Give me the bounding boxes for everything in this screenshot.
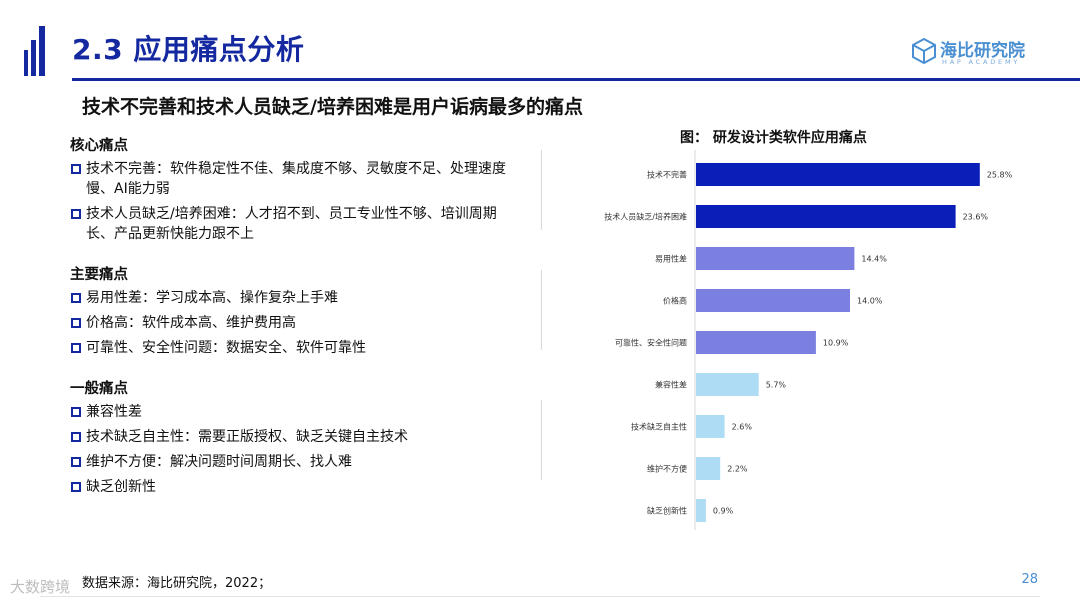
bar <box>696 247 855 270</box>
checkbox-bullet-icon <box>71 482 81 492</box>
title-decoration <box>24 26 54 76</box>
list-item-text: 价格高：软件成本高、维护费用高 <box>86 315 296 331</box>
logo-subtext: HAP ACADEMY <box>942 58 1021 66</box>
data-label: 2.6% <box>732 423 753 432</box>
checkbox-bullet-icon <box>71 164 81 174</box>
checkbox-bullet-icon <box>71 432 81 442</box>
group-heading: 核心痛点 <box>70 138 128 154</box>
data-label: 10.9% <box>823 339 849 348</box>
bar <box>696 331 816 354</box>
section-dividers <box>541 150 543 490</box>
list-item: 兼容性差 <box>70 402 530 422</box>
checkbox-bullet-icon <box>71 318 81 328</box>
list-item: 技术缺乏自主性：需要正版授权、缺乏关键自主技术 <box>70 427 530 447</box>
list-item-text: 技术不完善：软件稳定性不佳、集成度不够、灵敏度不足、处理速度慢、AI能力弱 <box>86 161 506 197</box>
checkbox-bullet-icon <box>71 293 81 303</box>
checkbox-bullet-icon <box>71 407 81 417</box>
bar <box>696 205 956 228</box>
divider <box>541 270 542 350</box>
list-item-text: 易用性差：学习成本高、操作复杂上手难 <box>86 290 338 306</box>
category-label: 技术不完善 <box>647 170 687 180</box>
data-label: 14.0% <box>857 297 883 306</box>
list-item: 易用性差：学习成本高、操作复杂上手难 <box>70 288 530 308</box>
checkbox-bullet-icon <box>71 343 81 353</box>
core-pain-points: 核心痛点 技术不完善：软件稳定性不佳、集成度不够、灵敏度不足、处理速度慢、AI能… <box>70 134 530 244</box>
list-item-text: 缺乏创新性 <box>86 479 156 495</box>
list-item-text: 维护不方便：解决问题时间周期长、找人难 <box>86 454 352 470</box>
divider <box>541 400 542 480</box>
bar <box>696 415 725 438</box>
logo-text: 海比研究院 <box>940 41 1025 61</box>
data-label: 0.9% <box>713 507 734 516</box>
category-label: 缺乏创新性 <box>647 506 687 516</box>
category-label: 兼容性差 <box>655 380 687 390</box>
data-label: 14.4% <box>861 255 887 264</box>
bar <box>696 163 980 186</box>
data-label: 2.2% <box>727 465 748 474</box>
checkbox-bullet-icon <box>71 209 81 219</box>
watermark: 大数跨境 <box>10 578 71 596</box>
bar <box>696 373 759 396</box>
category-label: 价格高 <box>663 296 687 306</box>
bar <box>696 499 706 522</box>
data-source: 数据来源：海比研究院，2022； <box>82 576 272 591</box>
footer-divider <box>40 596 1040 597</box>
list-item-text: 技术人员缺乏/培养困难：人才招不到、员工专业性不够、培训周期长、产品更新快能力跟… <box>86 206 497 242</box>
list-item: 技术人员缺乏/培养困难：人才招不到、员工专业性不够、培训周期长、产品更新快能力跟… <box>70 204 530 244</box>
general-pain-points: 一般痛点 兼容性差 技术缺乏自主性：需要正版授权、缺乏关键自主技术 维护不方便：… <box>70 377 530 497</box>
title-divider <box>72 78 1080 81</box>
bar <box>696 289 850 312</box>
category-label: 易用性差 <box>655 254 687 264</box>
chart-title: 图： 研发设计类软件应用痛点 <box>680 130 867 146</box>
list-item-text: 兼容性差 <box>86 404 142 420</box>
logo-cube-icon <box>912 38 936 64</box>
group-heading: 主要痛点 <box>70 267 128 283</box>
pain-point-bar-chart: 技术不完善 25.8% 技术人员缺乏/培养困难 23.6% 易用性差 14.4% 价格高 14… <box>604 150 1013 530</box>
list-item: 技术不完善：软件稳定性不佳、集成度不够、灵敏度不足、处理速度慢、AI能力弱 <box>70 159 530 199</box>
category-label: 可靠性、安全性问题 <box>615 338 687 348</box>
data-label: 25.8% <box>987 171 1013 180</box>
data-label: 5.7% <box>766 381 787 390</box>
slide-subtitle: 技术不完善和技术人员缺乏/培养困难是用户诟病最多的痛点 <box>82 96 583 118</box>
list-item-text: 可靠性、安全性问题：数据安全、软件可靠性 <box>86 340 366 356</box>
category-label: 技术缺乏自主性 <box>631 422 687 432</box>
data-label: 23.6% <box>963 213 989 222</box>
group-heading: 一般痛点 <box>70 381 128 397</box>
list-item: 维护不方便：解决问题时间周期长、找人难 <box>70 452 530 472</box>
bar <box>696 457 721 480</box>
page-title: 2.3 应用痛点分析 <box>72 33 305 66</box>
logo: 海比研究院 HAP ACADEMY <box>912 36 1032 70</box>
main-pain-points: 主要痛点 易用性差：学习成本高、操作复杂上手难 价格高：软件成本高、维护费用高 … <box>70 263 530 358</box>
category-label: 技术人员缺乏/培养困难 <box>604 212 687 222</box>
list-item: 价格高：软件成本高、维护费用高 <box>70 313 530 333</box>
divider <box>541 150 542 230</box>
list-item: 缺乏创新性 <box>70 477 530 497</box>
list-item-text: 技术缺乏自主性：需要正版授权、缺乏关键自主技术 <box>86 429 408 445</box>
checkbox-bullet-icon <box>71 457 81 467</box>
page-number: 28 <box>1021 572 1038 587</box>
category-label: 维护不方便 <box>647 464 687 474</box>
list-item: 可靠性、安全性问题：数据安全、软件可靠性 <box>70 338 530 358</box>
pain-point-list: 核心痛点 技术不完善：软件稳定性不佳、集成度不够、灵敏度不足、处理速度慢、AI能… <box>70 134 530 516</box>
